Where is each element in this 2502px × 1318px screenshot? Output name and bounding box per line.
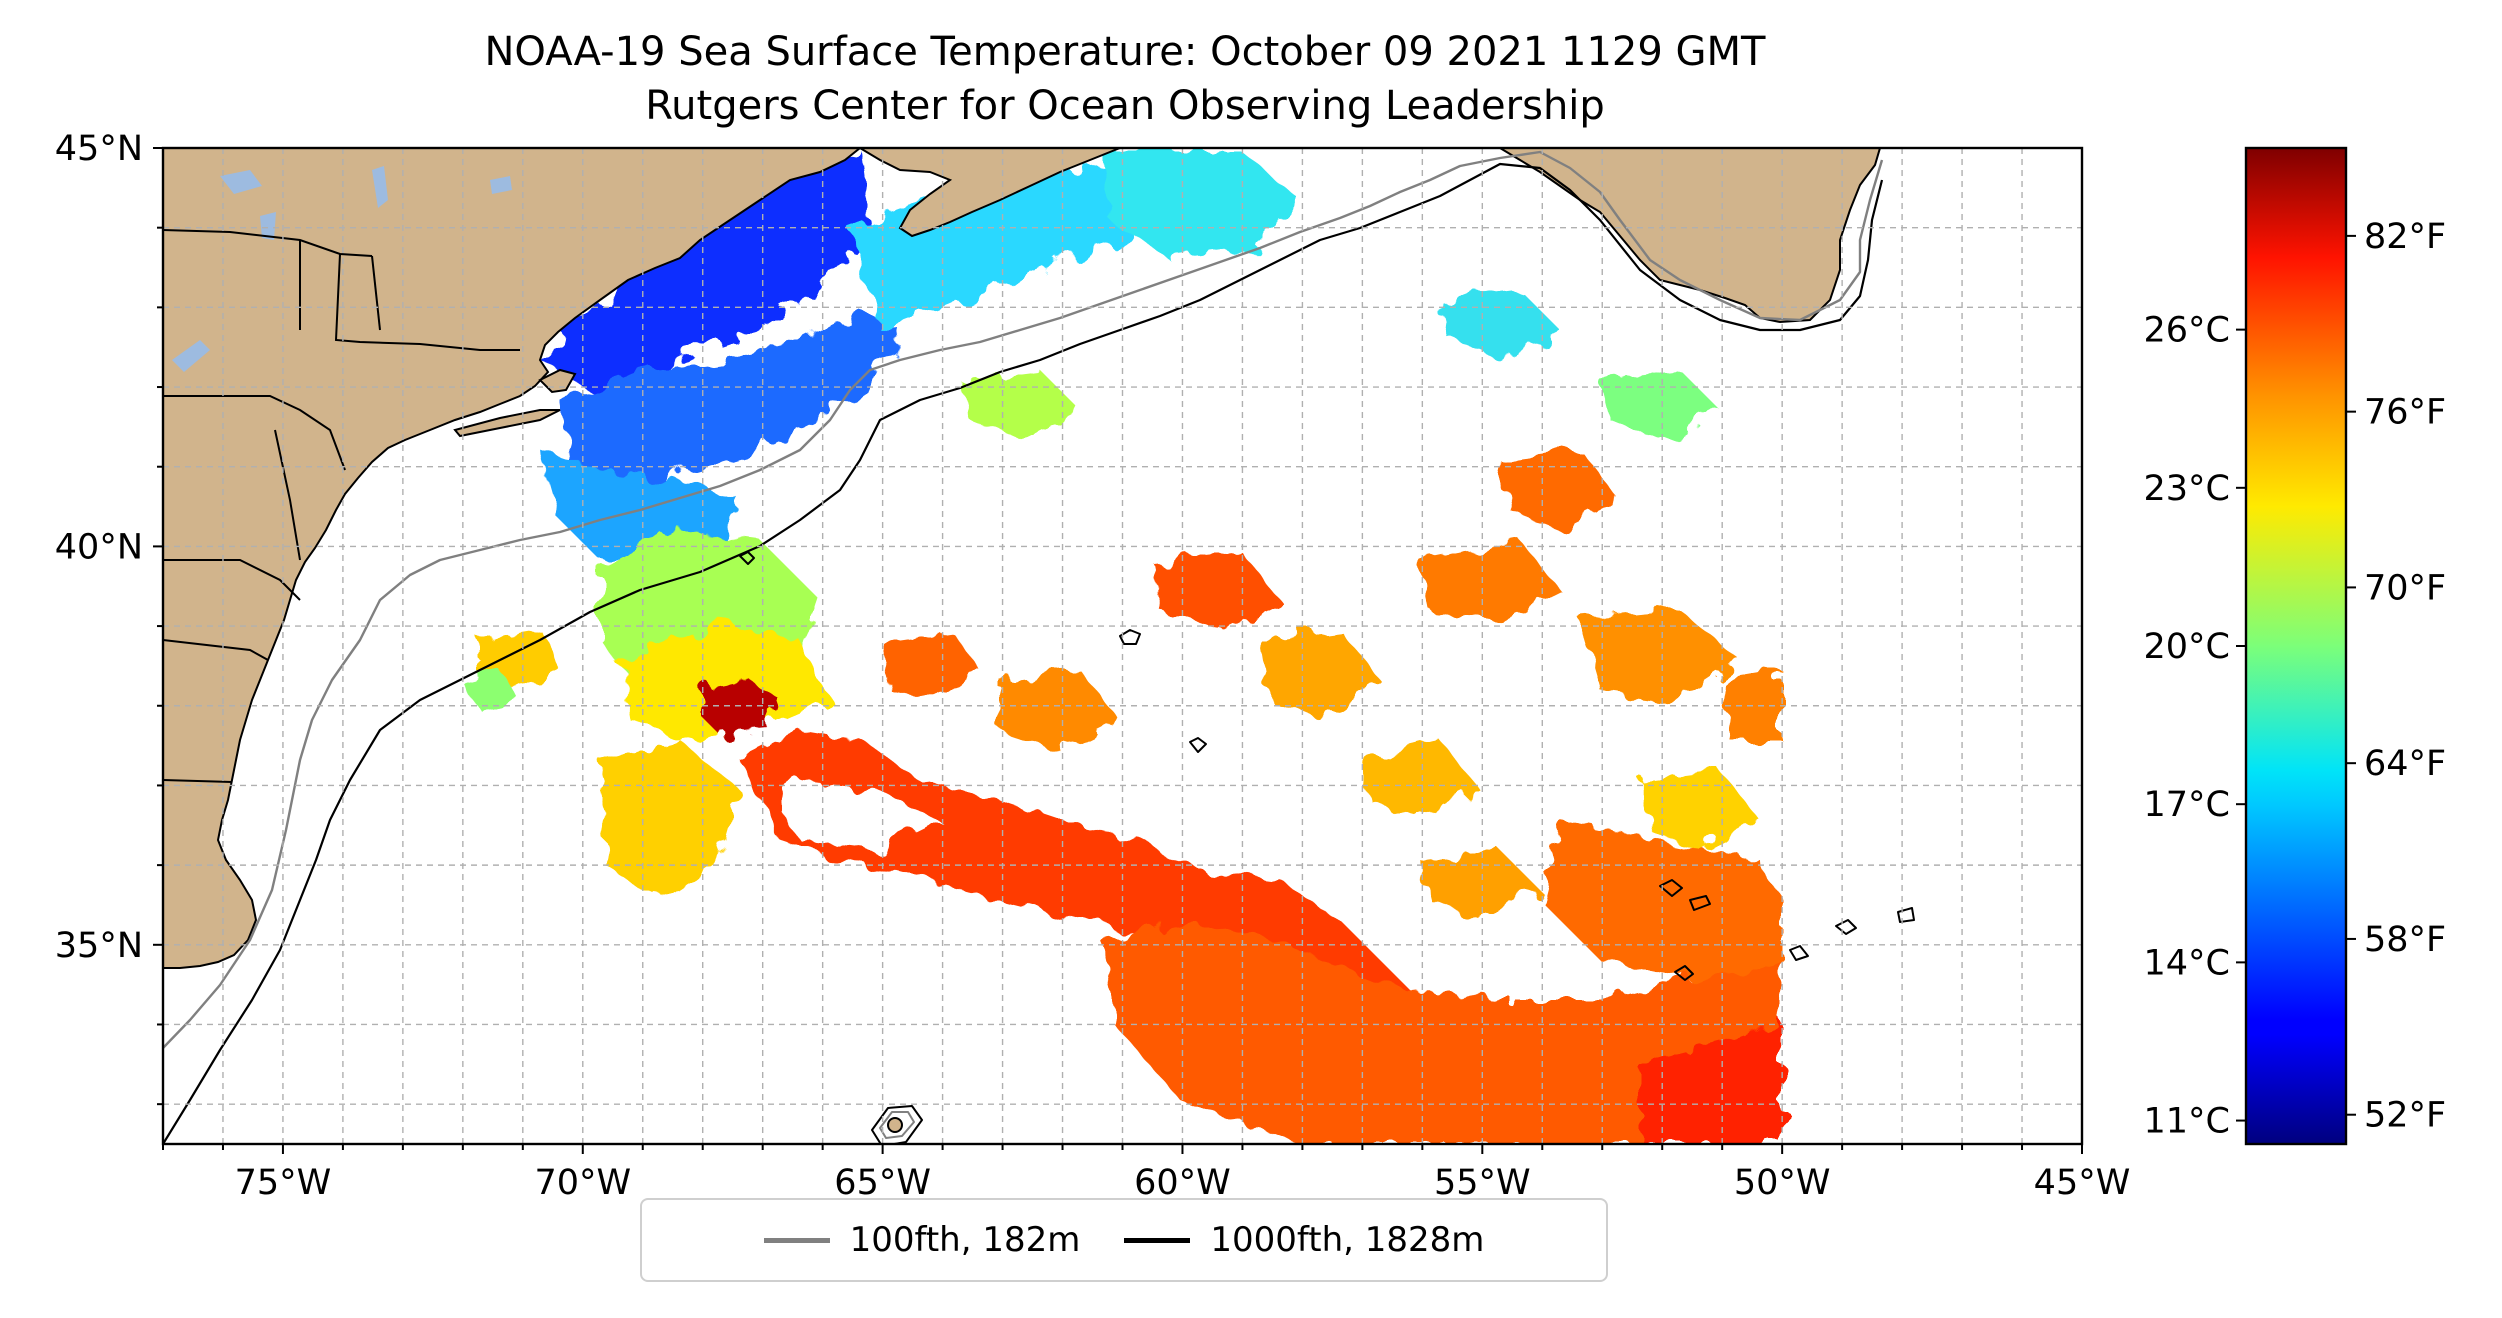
land-layer xyxy=(163,148,1882,1133)
sst-field-layer xyxy=(460,150,1782,1144)
sst-patch-1 xyxy=(880,630,980,700)
sst-northeast-cyan xyxy=(1100,150,1300,260)
sst-slope-yellow xyxy=(620,620,830,740)
legend-item-1000fth: 1000fth, 1828m xyxy=(1124,1220,1484,1260)
colorbar-c-label: 11°C xyxy=(2144,1102,2230,1142)
colorbar-f-label: 82°F xyxy=(2364,217,2446,257)
sst-patch-6 xyxy=(1580,610,1740,700)
contour-1000fth xyxy=(163,162,1884,1144)
state-borders xyxy=(163,229,520,783)
colorbar-f-label: 64°F xyxy=(2364,744,2446,784)
contour-seamount-bermuda xyxy=(871,1105,923,1144)
sst-patch-2 xyxy=(1000,670,1120,750)
sst-patch-14 xyxy=(1420,850,1540,920)
sst-georges-bank xyxy=(560,310,900,490)
map-title: NOAA-19 Sea Surface Temperature: October… xyxy=(484,29,1766,75)
land-north-america xyxy=(163,148,862,969)
contour-seamount-5 xyxy=(1689,895,1711,911)
contour-legend: 100fth, 182m 1000fth, 1828m xyxy=(640,1198,1608,1282)
sst-sargasso-south xyxy=(1100,920,1782,1144)
lat-tick-label: 45°N xyxy=(55,129,143,169)
bathymetry-contours xyxy=(163,150,1915,1144)
colorbar-f-label: 70°F xyxy=(2364,568,2446,608)
lon-tick-label: 70°W xyxy=(534,1163,631,1203)
contour-seamount-2 xyxy=(1119,629,1141,645)
contour-seamount-9 xyxy=(1674,965,1694,981)
legend-item-100fth: 100fth, 182m xyxy=(763,1220,1081,1260)
colorbar xyxy=(2246,148,2346,1144)
contour-seamount-bermuda-100 xyxy=(879,1111,915,1139)
colorbar-ticks: 52°F 58°F 64°F 70°F 76°F 82°F 11°C 14°C 17°C 20°C… xyxy=(2144,217,2447,1142)
colorbar-c-label: 20°C xyxy=(2144,627,2230,667)
colorbar-c-label: 26°C xyxy=(2144,311,2230,351)
contour-seamount-4 xyxy=(1659,879,1683,897)
legend-line-1000fth xyxy=(1124,1237,1191,1243)
sst-patch-16 xyxy=(460,670,520,710)
contour-seamount-3 xyxy=(1189,737,1207,753)
sst-patch-13 xyxy=(1720,670,1782,740)
sst-patch-5 xyxy=(1420,540,1560,620)
lon-tick-label: 50°W xyxy=(1734,1163,1831,1203)
lake-4 xyxy=(172,340,210,372)
map-axis-ticks: 75°W 70°W 65°W 60°W 55°W 50°W 45°W 35°N 40°N 45°N xyxy=(55,129,2131,1203)
colorbar-f-label: 76°F xyxy=(2364,393,2446,433)
colorbar-c-label: 14°C xyxy=(2144,943,2230,983)
lat-tick-label: 40°N xyxy=(55,527,143,567)
colorbar-c-label: 23°C xyxy=(2144,469,2230,509)
map-panel xyxy=(163,148,2082,1144)
sst-gulf-stream-inner xyxy=(780,780,940,850)
bermuda xyxy=(887,1117,903,1133)
gridlines xyxy=(163,148,2082,1144)
legend-line-100fth xyxy=(763,1237,830,1243)
lat-tick-label: 35°N xyxy=(55,926,143,966)
sst-patch-7 xyxy=(1360,740,1480,820)
sst-patch-9 xyxy=(1640,770,1760,850)
lon-tick-label: 65°W xyxy=(834,1163,931,1203)
sst-slope-south xyxy=(600,740,740,900)
lake-5 xyxy=(490,176,512,194)
lon-tick-label: 60°W xyxy=(1134,1163,1231,1203)
land-long-island xyxy=(453,409,561,438)
land-nova-scotia xyxy=(858,148,1121,238)
lon-tick-label: 45°W xyxy=(2034,1163,2131,1203)
lon-tick-label: 75°W xyxy=(235,1163,332,1203)
legend-label-1000fth: 1000fth, 1828m xyxy=(1210,1220,1485,1260)
contour-seamount-1 xyxy=(739,551,755,565)
lake-3 xyxy=(260,212,276,240)
contour-seamount-7 xyxy=(1897,907,1915,923)
colorbar-f-label: 52°F xyxy=(2364,1096,2446,1136)
map-subtitle: Rutgers Center for Ocean Observing Leade… xyxy=(645,83,1605,129)
lake-1 xyxy=(220,170,262,194)
sst-gulf-of-maine xyxy=(540,150,870,390)
colorbar-f-label: 58°F xyxy=(2364,920,2446,960)
legend-label-100fth: 100fth, 182m xyxy=(849,1220,1081,1260)
lake-2 xyxy=(372,166,388,208)
lon-tick-label: 55°W xyxy=(1434,1163,1531,1203)
sst-warm-patch-se xyxy=(1640,1020,1782,1144)
contour-100fth xyxy=(163,150,1884,1049)
sst-patch-4 xyxy=(1260,630,1380,720)
sst-warm-core-ring xyxy=(700,680,780,735)
contour-seamount-8 xyxy=(1789,945,1809,961)
colorbar-c-label: 17°C xyxy=(2144,785,2230,825)
sst-patch-8 xyxy=(1500,450,1620,530)
